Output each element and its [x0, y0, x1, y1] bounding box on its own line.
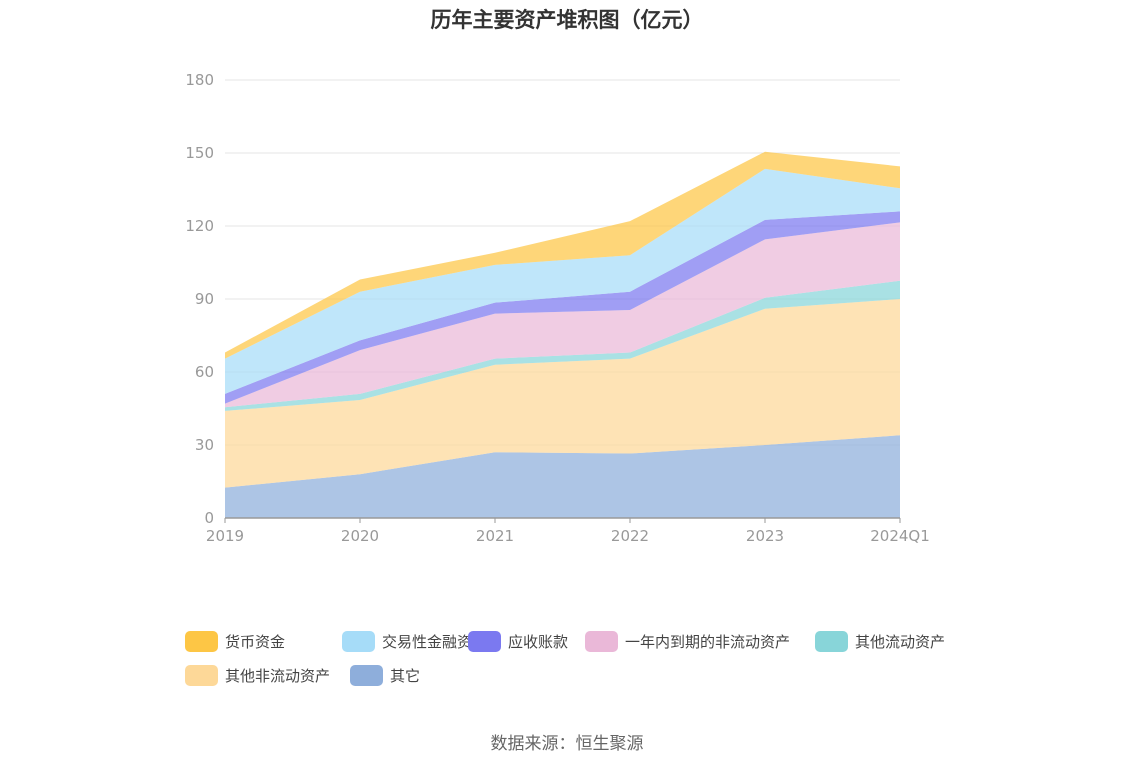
- legend-item[interactable]: 应收账款: [468, 630, 568, 652]
- y-tick-label: 180: [185, 71, 214, 89]
- legend-swatch: [585, 630, 618, 652]
- y-tick-label: 0: [204, 509, 214, 527]
- legend-item[interactable]: 其他非流动资产: [185, 664, 330, 686]
- legend-label: 其他非流动资产: [225, 666, 331, 685]
- area-series-2: [225, 280, 900, 411]
- legend-item[interactable]: 一年内到期的非流动资产: [585, 630, 790, 652]
- area-series-0: [225, 435, 900, 518]
- legend-swatch: [185, 630, 218, 652]
- area-series-5: [225, 168, 900, 394]
- legend-label: 其他流动资产: [855, 632, 946, 651]
- legend-item[interactable]: 交易性金融资产: [342, 630, 487, 652]
- legend-swatch: [350, 664, 383, 686]
- axis-layer: 0 30 60 90 120 150 180 2019 2020 2021 2022 2023 2024…: [185, 71, 929, 545]
- x-tick-label: 2023: [746, 527, 784, 545]
- source-note: 数据来源：恒生聚源: [490, 734, 644, 754]
- legend-swatch: [185, 664, 218, 686]
- area-layer: [225, 151, 900, 518]
- x-tick-label: 2020: [341, 527, 379, 545]
- legend-item[interactable]: 其他流动资产: [815, 630, 945, 652]
- area-series-6: [225, 151, 900, 359]
- legend-label: 一年内到期的非流动资产: [625, 632, 791, 651]
- legend-swatch: [468, 630, 501, 652]
- x-tick-label: 2019: [206, 527, 244, 545]
- legend-swatch: [815, 630, 848, 652]
- y-tick-label: 120: [185, 217, 214, 235]
- legend-item[interactable]: 其它: [350, 664, 420, 686]
- legend-label: 交易性金融资产: [382, 632, 488, 651]
- legend-label: 其它: [390, 666, 421, 685]
- legend-label: 货币资金: [225, 632, 286, 651]
- legend-swatch: [342, 630, 375, 652]
- area-series-4: [225, 211, 900, 404]
- chart-title: 历年主要资产堆积图（亿元）: [430, 8, 704, 32]
- x-tick-label: 2022: [611, 527, 649, 545]
- x-tick-label: 2021: [476, 527, 514, 545]
- y-tick-label: 30: [195, 436, 214, 454]
- area-series-1: [225, 299, 900, 488]
- x-tick-label: 2024Q1: [870, 527, 930, 545]
- area-series-3: [225, 222, 900, 408]
- legend-label: 应收账款: [508, 632, 569, 651]
- y-tick-label: 150: [185, 144, 214, 162]
- y-tick-label: 90: [195, 290, 214, 308]
- y-tick-label: 60: [195, 363, 214, 381]
- legend-item[interactable]: 货币资金: [185, 630, 285, 652]
